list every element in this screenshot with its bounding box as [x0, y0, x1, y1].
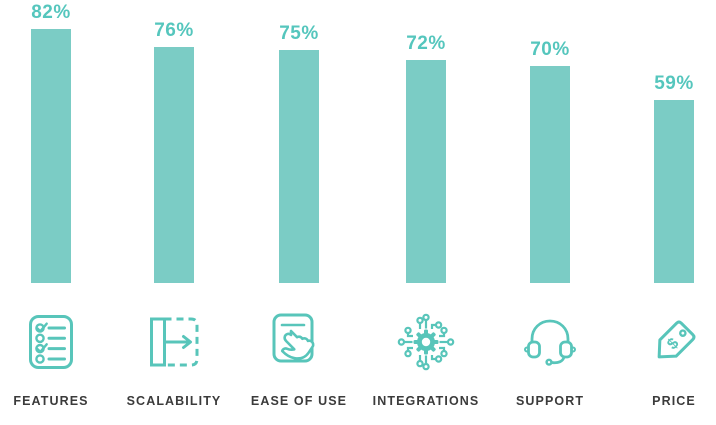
- bar-ease-of-use: [279, 50, 319, 283]
- bar-column-integrations: 72%: [373, 0, 479, 425]
- category-label: FEATURES: [13, 394, 89, 408]
- bar-column-features: 82% FEATURES: [0, 0, 102, 425]
- bar-price: [654, 100, 694, 283]
- bar-column-support: 70% SUPPORT: [499, 0, 601, 425]
- category-label: SCALABILITY: [126, 394, 222, 408]
- bar-value-label: 82%: [31, 2, 71, 23]
- bar-features: [31, 29, 71, 283]
- bar-column-price: 59% $ PRICE: [623, 0, 716, 425]
- circuit-gear-icon: [390, 306, 462, 378]
- bar-column-scalability: 76% SCALABILITY: [123, 0, 225, 425]
- bar-value-label: 75%: [279, 23, 319, 44]
- bar-integrations: [406, 60, 446, 283]
- category-label: INTEGRATIONS: [372, 394, 480, 408]
- category-label: SUPPORT: [515, 394, 585, 408]
- bar-column-ease-of-use: 75% EASE OF USE: [248, 0, 350, 425]
- price-tag-icon: $: [638, 306, 710, 378]
- headset-icon: [514, 306, 586, 378]
- bar-support: [530, 66, 570, 283]
- bar-value-label: 59%: [654, 73, 694, 94]
- category-label: PRICE: [652, 394, 696, 408]
- bar-value-label: 76%: [154, 20, 194, 41]
- category-label: EASE OF USE: [250, 394, 348, 408]
- checklist-icon: [15, 306, 87, 378]
- tap-hand-icon: [263, 306, 335, 378]
- bar-value-label: 70%: [530, 39, 570, 60]
- scalability-expand-icon: [138, 306, 210, 378]
- bar-scalability: [154, 47, 194, 283]
- bar-value-label: 72%: [406, 33, 446, 54]
